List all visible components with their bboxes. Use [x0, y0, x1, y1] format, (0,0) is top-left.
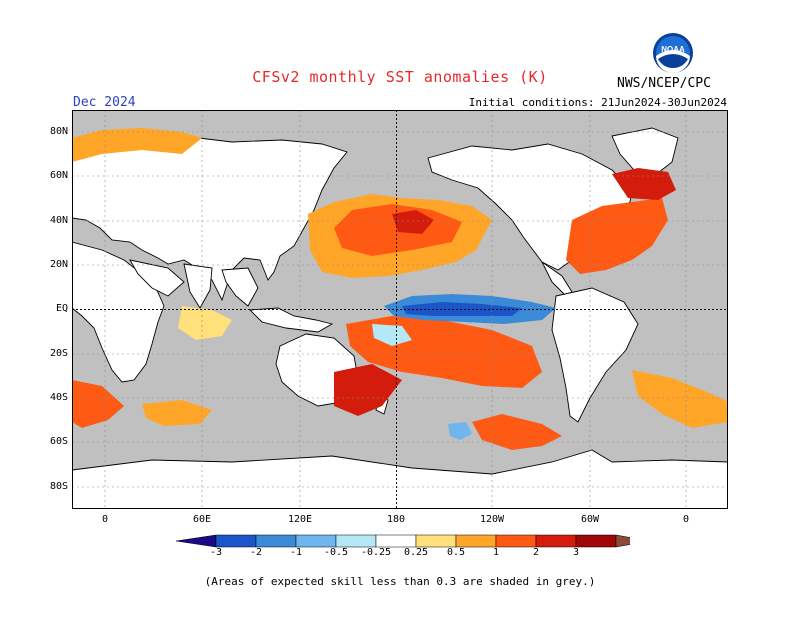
colorbar-label: -0.25: [360, 547, 392, 558]
forecast-month: Dec 2024: [73, 95, 136, 110]
indonesia: [248, 307, 334, 333]
colorbar-label: 0.25: [403, 547, 429, 558]
agency-label: NWS/NCEP/CPC: [617, 76, 711, 91]
colorbar-swatch: [375, 534, 417, 548]
colorbar-swatch: [335, 534, 377, 548]
greenland: [611, 127, 679, 177]
lon-label: 60E: [192, 514, 212, 525]
colorbar-swatch: [175, 534, 217, 548]
lat-label: 20S: [49, 348, 68, 359]
south-atlantic-warm: [632, 370, 728, 428]
lon-label: 120E: [287, 514, 313, 525]
colorbar-label: -3: [209, 547, 223, 558]
svg-text:NOAA: NOAA: [661, 45, 685, 54]
indian-ocean-warm: [178, 306, 232, 340]
lat-label: 80N: [49, 126, 68, 137]
colorbar-label: 2: [532, 547, 540, 558]
eurasia: [72, 131, 348, 302]
colorbar-swatch: [215, 534, 257, 548]
colorbar-label: -2: [249, 547, 263, 558]
south-america: [551, 287, 639, 423]
colorbar-swatch: [615, 534, 630, 548]
southern-ocean-cold: [448, 422, 472, 440]
sst-anomaly-map: [72, 110, 728, 509]
colorbar-label: 0.5: [446, 547, 466, 558]
equatorial-cool-fringe: [372, 324, 412, 346]
se-asia: [221, 267, 259, 307]
colorbar-swatch: [255, 534, 297, 548]
noaa-logo: NOAA: [653, 33, 693, 73]
arabia: [129, 259, 185, 297]
lat-label: 40S: [49, 392, 68, 403]
lon-label: 0: [682, 514, 690, 525]
colorbar-swatch: [415, 534, 457, 548]
north-atlantic-warm: [566, 198, 668, 274]
colorbar-label: 1: [492, 547, 500, 558]
colorbar-label: -1: [289, 547, 303, 558]
lat-label: EQ: [55, 303, 68, 314]
lon-label: 0: [101, 514, 109, 525]
graticule: [72, 110, 728, 509]
lat-label: 20N: [49, 259, 68, 270]
colorbar-swatch: [495, 534, 537, 548]
india: [183, 263, 213, 309]
colorbar-swatch: [295, 534, 337, 548]
southern-indian-warm: [142, 400, 212, 426]
colorbar-swatch: [535, 534, 577, 548]
colorbar-label: -0.5: [323, 547, 349, 558]
lon-label: 60W: [580, 514, 600, 525]
lat-label: 80S: [49, 481, 68, 492]
skill-footnote: (Areas of expected skill less than 0.3 a…: [204, 575, 596, 588]
southern-ocean-warm-2: [472, 414, 562, 450]
chart-title: CFSv2 monthly SST anomalies (K): [252, 68, 548, 86]
reference-lines: [72, 110, 728, 509]
lon-label: 120W: [479, 514, 505, 525]
southern-ocean-warm-1: [72, 380, 124, 428]
lat-label: 60N: [49, 170, 68, 181]
colorbar-swatch: [455, 534, 497, 548]
colorbar-swatch: [575, 534, 617, 548]
colorbar-label: 3: [572, 547, 580, 558]
lat-label: 60S: [49, 436, 68, 447]
south-pacific-warm-edge: [334, 364, 402, 416]
initial-conditions: Initial conditions: 21Jun2024-30Jun2024: [468, 96, 727, 109]
antarctica: [72, 449, 728, 509]
lat-label: 40N: [49, 215, 68, 226]
colorbar: [175, 534, 630, 548]
arctic-warm: [72, 128, 202, 162]
lon-label: 180: [386, 514, 406, 525]
north-pacific-hot-spot: [392, 210, 434, 234]
